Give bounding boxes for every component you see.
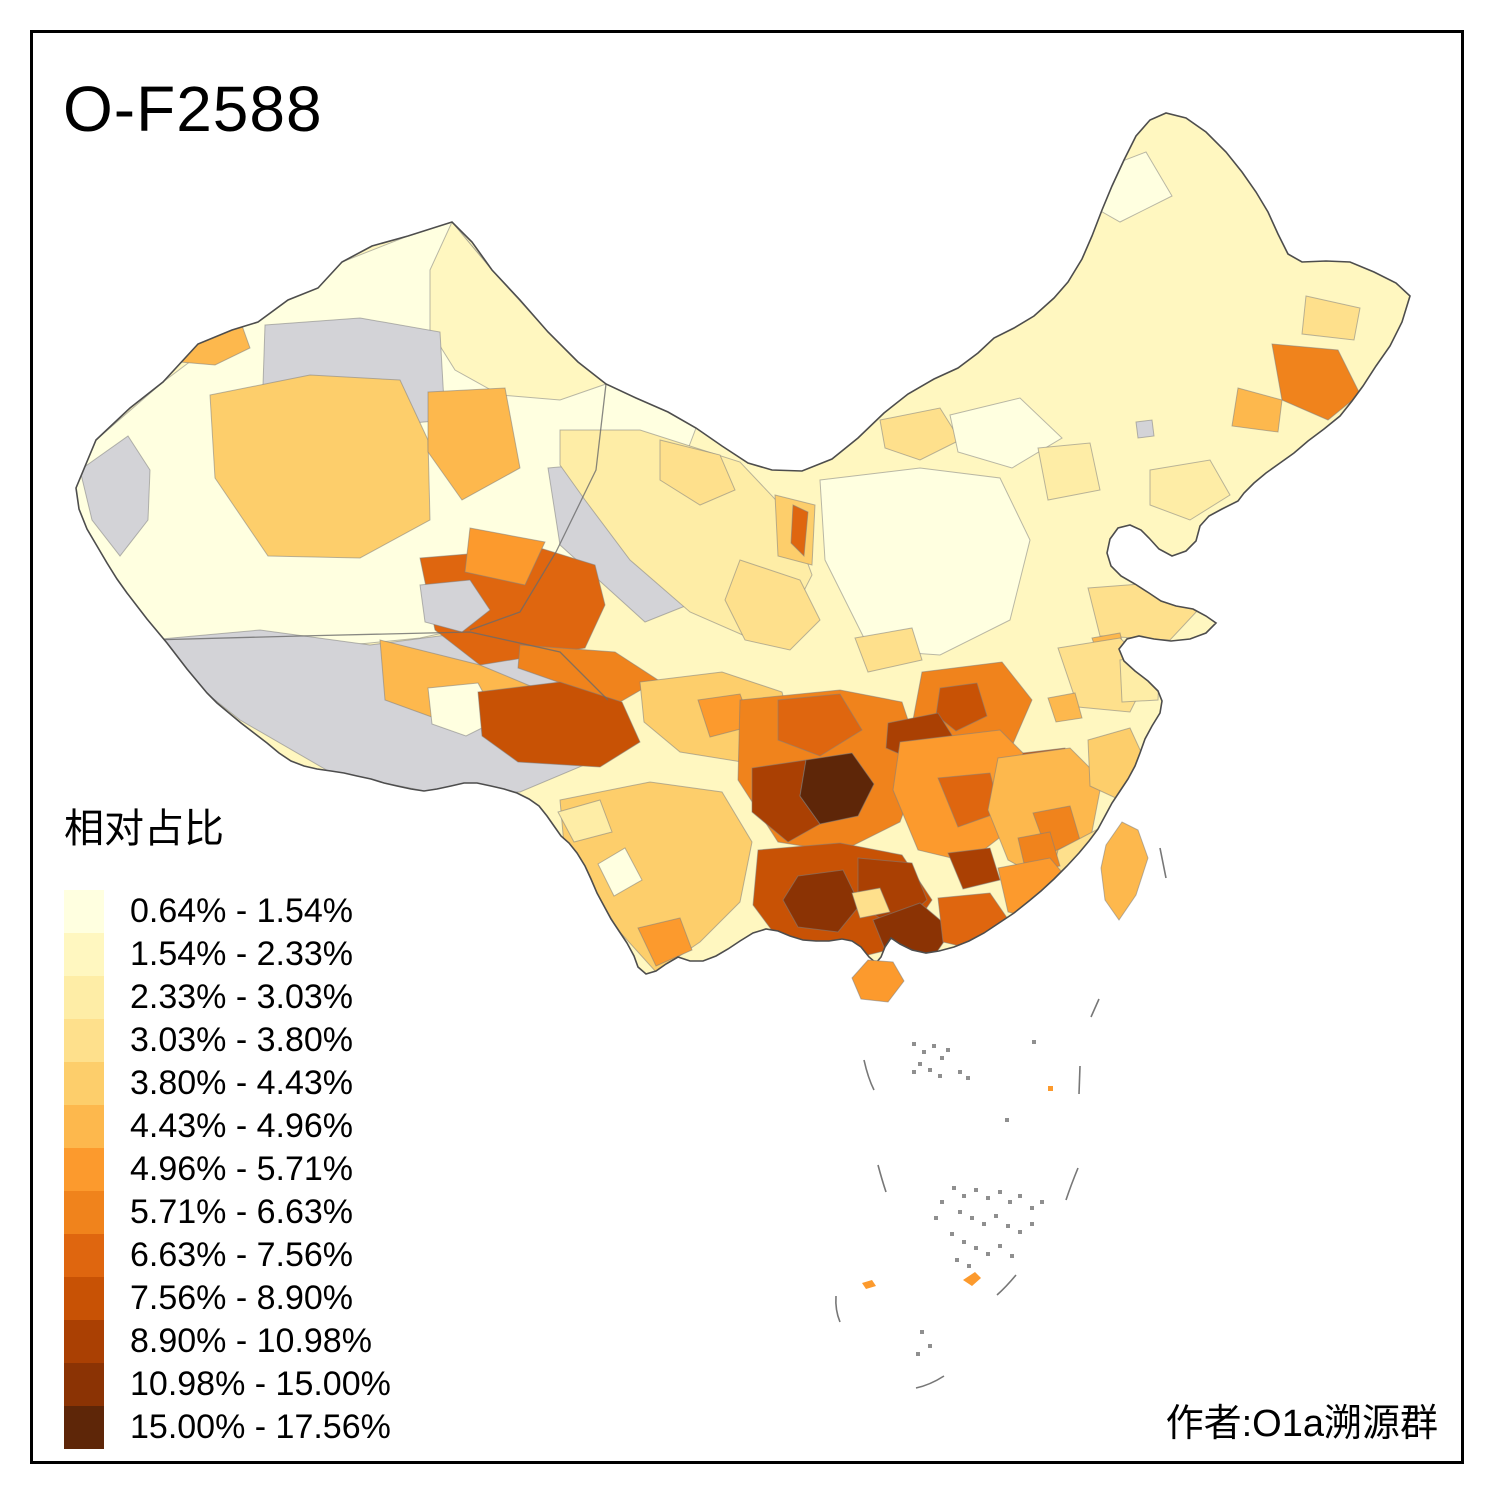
region-west-xinjiang-nodata [79, 435, 151, 557]
legend-swatch [64, 1406, 104, 1449]
region-east-xinjiang [427, 387, 521, 501]
legend-label: 6.63% - 7.56% [130, 1236, 354, 1274]
legend-row: 1.54% - 2.33% [64, 933, 391, 976]
region-nmg-pale-a [949, 397, 1063, 469]
region-yanbian [1271, 343, 1361, 421]
region-guizhou-darkest [799, 752, 875, 825]
region-qaidam-lake-nodata [419, 579, 491, 633]
legend-swatch [64, 1191, 104, 1234]
legend-swatch [64, 1277, 104, 1320]
region-shennongjia [935, 682, 988, 732]
legend-label: 2.33% - 3.03% [130, 978, 354, 1016]
region-hainan-island [851, 959, 905, 1003]
legend-title: 相对占比 [64, 807, 224, 851]
legend-label: 4.43% - 4.96% [130, 1107, 354, 1145]
region-haixi [464, 527, 546, 586]
region-heilongjiang-east [1301, 295, 1361, 341]
plot-frame [30, 30, 1464, 1464]
legend-swatch [64, 1234, 104, 1277]
region-hotan [209, 374, 431, 559]
legend-row: 5.71% - 6.63% [64, 1191, 391, 1234]
region-gansu-east [724, 559, 821, 651]
region-beijing-hebei [1037, 442, 1101, 501]
south-china-sea-islands-shaded [862, 1086, 1053, 1289]
legend-row: 7.56% - 8.90% [64, 1277, 391, 1320]
legend-row: 2.33% - 3.03% [64, 976, 391, 1019]
region-ningxia-spot [790, 504, 809, 558]
legend-swatch [64, 976, 104, 1019]
region-guangdong-north-dark [947, 847, 1001, 890]
region-xishuangbanna [637, 917, 693, 967]
region-shaanxi-henan-pale [819, 467, 1031, 656]
legend-row: 6.63% - 7.56% [64, 1234, 391, 1277]
legend-label: 0.64% - 1.54% [130, 892, 354, 930]
legend-swatch [64, 890, 104, 933]
legend-swatch [64, 1320, 104, 1363]
region-anhui-spot [1047, 692, 1083, 723]
region-nmg-mid [879, 407, 961, 461]
legend-row: 3.80% - 4.43% [64, 1062, 391, 1105]
legend-label: 15.00% - 17.56% [130, 1408, 391, 1446]
legend: 相对占比 0.64% - 1.54% 1.54% - 2.33% 2.33% -… [64, 796, 391, 1449]
legend-label: 10.98% - 15.00% [130, 1365, 391, 1403]
region-jilin-south [1231, 387, 1283, 433]
region-nmg-west [659, 439, 736, 506]
region-liaoning [1149, 459, 1231, 521]
legend-row: 0.64% - 1.54% [64, 890, 391, 933]
legend-swatch [64, 1363, 104, 1406]
legend-row: 4.43% - 4.96% [64, 1105, 391, 1148]
legend-swatch [64, 1148, 104, 1191]
south-china-sea-islands [912, 1040, 1044, 1356]
province-border-tibet-north [149, 631, 609, 701]
legend-label: 3.80% - 4.43% [130, 1064, 354, 1102]
legend-row: 10.98% - 15.00% [64, 1363, 391, 1406]
page-title: O-F2588 [63, 73, 323, 145]
legend-label: 4.96% - 5.71% [130, 1150, 354, 1188]
legend-swatch [64, 1062, 104, 1105]
legend-row: 3.03% - 3.80% [64, 1019, 391, 1062]
province-border-xinjiang-east [469, 383, 607, 631]
legend-label: 7.56% - 8.90% [130, 1279, 354, 1317]
legend-label: 8.90% - 10.98% [130, 1322, 372, 1360]
region-dalian-nodata [1135, 419, 1155, 439]
legend-label: 3.03% - 3.80% [130, 1021, 354, 1059]
legend-row: 8.90% - 10.98% [64, 1320, 391, 1363]
legend-swatch [64, 1105, 104, 1148]
legend-swatch [64, 1019, 104, 1062]
legend-label: 1.54% - 2.33% [130, 935, 354, 973]
legend-row: 15.00% - 17.56% [64, 1406, 391, 1449]
region-yunnan-nw [557, 799, 613, 843]
region-guangxi-sw-darkest [782, 869, 861, 933]
sea-boundary-dashes [835, 847, 1167, 1389]
legend-row: 4.96% - 5.71% [64, 1148, 391, 1191]
region-yunnan-pale-spot [597, 847, 643, 897]
region-weihe [854, 627, 923, 673]
region-guangxi-pale-spot [851, 887, 891, 919]
country-outline [75, 112, 1411, 975]
legend-swatch [64, 933, 104, 976]
author-credit: 作者:O1a溯源群 [1165, 1403, 1438, 1445]
legend-label: 5.71% - 6.63% [130, 1193, 354, 1231]
region-chongqing-dark [777, 693, 863, 757]
region-taiwan-island [1100, 821, 1149, 921]
region-garze [477, 681, 641, 768]
region-yushu [419, 547, 606, 666]
